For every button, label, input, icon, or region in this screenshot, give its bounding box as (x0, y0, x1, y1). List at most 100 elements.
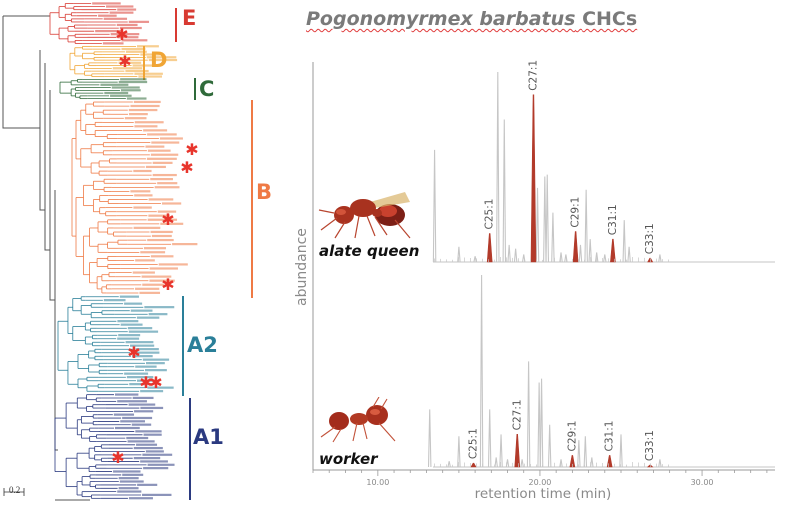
tip-label (144, 306, 175, 309)
tip-label (143, 247, 167, 250)
tip-label (128, 113, 148, 116)
tip-label (136, 316, 160, 319)
tip-label (131, 351, 160, 354)
tip-label (152, 173, 177, 177)
peak (619, 434, 623, 468)
peak-unsaturated (606, 455, 613, 468)
x-tick-label: 10.00 (366, 478, 389, 487)
asterisk-icon: ✱ (111, 448, 124, 467)
tip-label (138, 75, 162, 78)
tip-label (134, 125, 158, 128)
tip-label (149, 267, 178, 270)
tip-label (145, 450, 164, 453)
panel-label-worker: worker (319, 450, 378, 468)
tip-label (140, 406, 164, 410)
tip-label (128, 497, 153, 500)
tip-label (160, 222, 184, 225)
tip-label (154, 186, 180, 189)
peak (513, 248, 518, 263)
tip-label (150, 255, 174, 258)
tip-label (120, 420, 146, 423)
tip-label (150, 230, 173, 234)
tip-label (142, 453, 173, 456)
peak (535, 187, 540, 263)
asterisk-icon: ✱ (149, 373, 162, 392)
peak (502, 119, 507, 263)
peak (588, 239, 592, 263)
tip-label (117, 337, 140, 340)
tip-label (133, 206, 152, 209)
tip-label (140, 53, 160, 56)
peak (447, 461, 451, 468)
tip-label (161, 202, 182, 205)
tip-label (133, 457, 161, 460)
tip-label (126, 376, 154, 379)
tip-label (157, 182, 178, 185)
peak-label: C31:1 (604, 421, 616, 452)
clade-a2-subtree (57, 295, 175, 393)
title-suffix: CHCs (582, 8, 638, 30)
tip-label (147, 133, 177, 136)
clade-b-subtree (71, 100, 198, 294)
tip-label (104, 91, 129, 95)
tip-label (124, 372, 149, 375)
tip-label (135, 259, 155, 262)
tip-label (148, 198, 174, 201)
tip-label (103, 299, 126, 302)
tip-label (135, 287, 160, 290)
tip-label (143, 467, 169, 470)
tip-label (148, 313, 168, 316)
peak (537, 382, 541, 468)
chart-title: Pogonomyrmex barbatus CHCs (306, 8, 637, 30)
tip-label (132, 64, 160, 67)
tip-label (117, 320, 139, 323)
tip-label (120, 89, 141, 92)
tip-label (157, 210, 177, 213)
tip-label (148, 58, 178, 62)
tip-label (112, 67, 143, 70)
tip-label (145, 369, 167, 372)
tip-label (124, 302, 143, 305)
peak-unsaturated (572, 231, 579, 263)
peak-label: C25:1 (484, 199, 496, 230)
tip-label (95, 29, 123, 33)
tip-label (117, 8, 137, 11)
peak (432, 149, 437, 263)
tip-label (132, 396, 154, 400)
peak (590, 457, 594, 468)
tip-label (142, 358, 170, 361)
tip-label (113, 470, 141, 473)
tip-label (147, 218, 178, 221)
panel-label-alate-queen: alate queen (319, 242, 420, 260)
tip-label (125, 50, 147, 53)
tip-label (118, 487, 139, 490)
tip-label (125, 341, 154, 344)
peak-unsaturated (486, 233, 493, 263)
tip-label (143, 433, 162, 436)
tip-label (143, 129, 168, 132)
tip-label (136, 443, 158, 446)
tip-label (140, 251, 166, 254)
peak-label: C27:1 (527, 60, 539, 91)
clade-label-e: E (182, 6, 197, 30)
tip-label (110, 33, 140, 36)
peak (578, 244, 583, 263)
peak-unsaturated (470, 462, 477, 468)
tip-label (117, 36, 139, 39)
peak-label: C27:1 (511, 399, 523, 430)
tip-label (130, 309, 153, 312)
tip-label (119, 295, 139, 298)
peak-label: C29:1 (566, 421, 578, 452)
tip-label (119, 480, 144, 483)
peak (473, 256, 477, 263)
tip-label (150, 153, 179, 156)
tip-label (130, 104, 160, 108)
tip-label (134, 410, 154, 413)
tip-label (113, 413, 135, 416)
tip-label (147, 386, 174, 389)
tip-label (114, 426, 140, 430)
tip-label (120, 78, 147, 81)
tip-label (135, 348, 159, 351)
tip-label (132, 271, 155, 274)
x-axis-label: retention time (min) (475, 486, 612, 502)
